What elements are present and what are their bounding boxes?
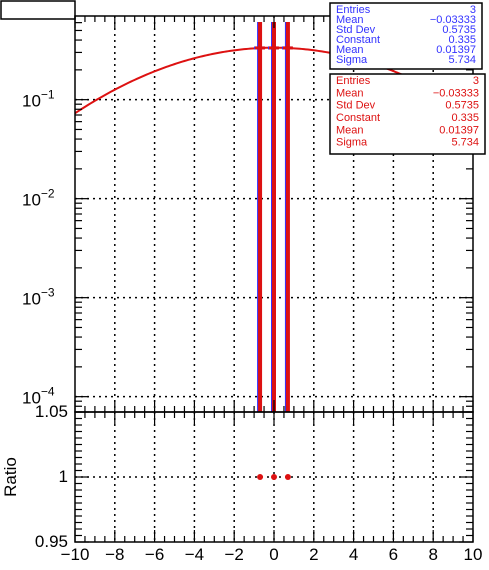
stat-box	[329, 73, 486, 155]
x-tick-label: 4	[349, 545, 358, 564]
stat-value: 0.01397	[436, 44, 476, 56]
stat-box	[329, 2, 483, 70]
stat-label: Mean	[336, 14, 364, 26]
y-tick-label: 10−2	[22, 187, 55, 210]
stat-value: 0.335	[451, 112, 479, 124]
stat-value: 3	[470, 4, 476, 16]
histogram-error-bars	[254, 22, 293, 412]
ratio-point	[271, 474, 277, 480]
x-tick-label: 8	[428, 545, 437, 564]
stat-value: −0.03333	[433, 87, 479, 99]
x-tick-label: 10	[464, 545, 483, 564]
stat-label: Sigma	[336, 137, 368, 149]
stat-value: 5.734	[448, 54, 476, 66]
x-tick-label: −4	[185, 545, 204, 564]
x-tick-label: −10	[61, 545, 90, 564]
y-tick-label: 10−4	[22, 385, 55, 408]
lower-axis-ticks	[74, 411, 474, 543]
stat-value: 5.734	[451, 137, 479, 149]
stat-value: −0.03333	[430, 14, 476, 26]
stat-label: Mean	[336, 44, 364, 56]
stat-label: Mean	[336, 87, 364, 99]
y-tick-label: 10−3	[22, 286, 55, 309]
stat-value: 3	[473, 75, 479, 87]
stat-label: Mean	[336, 124, 364, 136]
x-tick-labels: −10 −8 −6 −4 −2 0 2 4 6 8 10	[61, 545, 483, 564]
ratio-points	[257, 474, 291, 480]
stat-label: Constant	[336, 112, 380, 124]
y-tick-label: 0.95	[35, 532, 68, 551]
stat-value: 0.5735	[442, 24, 476, 36]
stat-label: Std Dev	[336, 24, 376, 36]
stat-label: Entries	[336, 4, 371, 16]
ratio-point	[284, 474, 291, 480]
stat-boxes: Entries 3 Mean −0.03333 Std Dev 0.5735 Constan…	[329, 2, 486, 155]
lower-panel: 0.95 1 1.05 −10 −8 −6 −4 −2 0 2 4 6 8 10 Ratio	[1, 402, 482, 564]
ratio-axis-title: Ratio	[1, 457, 20, 497]
x-tick-label: −6	[145, 545, 164, 564]
stat-label: Sigma	[336, 54, 368, 66]
x-tick-label: 6	[389, 545, 398, 564]
y-tick-label: 1	[59, 467, 68, 486]
x-tick-label: −8	[105, 545, 124, 564]
x-tick-label: 0	[269, 545, 278, 564]
lower-y-tick-labels: 0.95 1 1.05	[35, 402, 68, 551]
x-tick-label: 2	[309, 545, 318, 564]
upper-y-tick-labels: 10−1 10−2 10−3 10−4	[22, 88, 55, 408]
title-box	[0, 0, 76, 20]
stat-value: 0.5735	[445, 100, 479, 112]
y-tick-label: 10−1	[22, 88, 55, 111]
stat-label: Constant	[336, 34, 380, 46]
y-tick-label: 1.05	[35, 402, 68, 421]
stat-value: 0.335	[448, 34, 476, 46]
ratio-point	[257, 474, 264, 480]
stat-label: Std Dev	[336, 100, 376, 112]
stat-value: 0.01397	[439, 124, 479, 136]
stat-label: Entries	[336, 75, 371, 87]
x-tick-label: −2	[225, 545, 244, 564]
